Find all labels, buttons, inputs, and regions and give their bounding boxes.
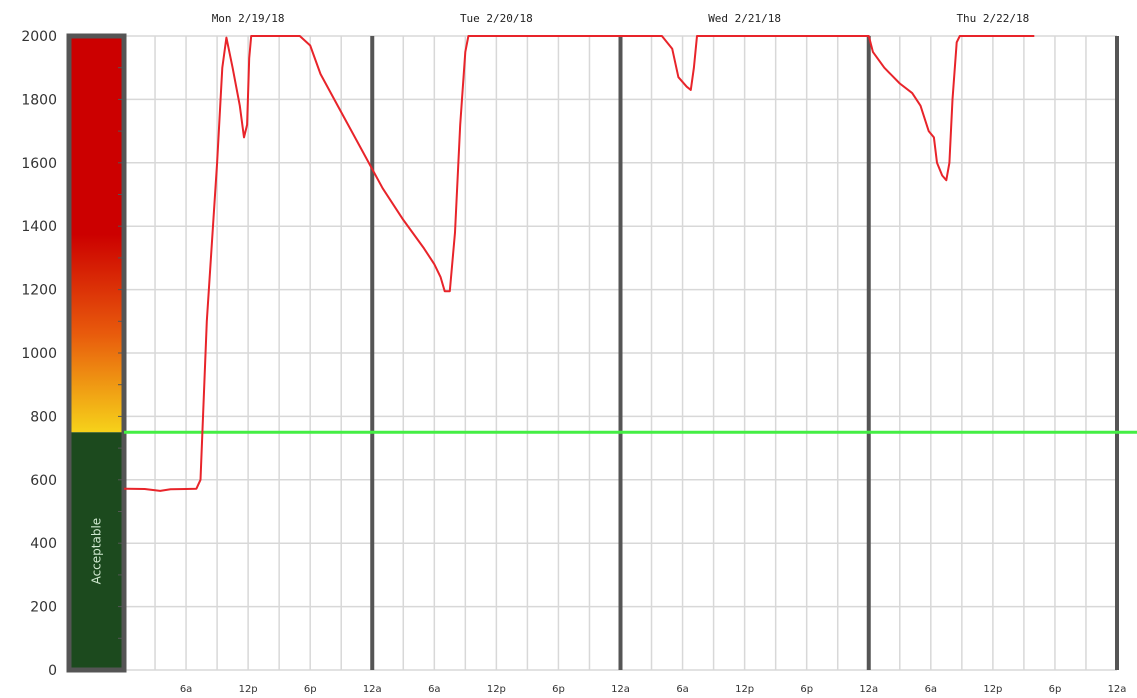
- x-tick-label: 6p: [552, 684, 565, 695]
- y-axis: 0 200 400 600 800 1000 1200 1400 1600 1800 2000: [21, 29, 57, 679]
- x-tick-label: 12a: [363, 684, 382, 695]
- y-tick-label: 1600: [21, 156, 57, 172]
- y-tick-label: 1200: [21, 283, 57, 299]
- x-tick-label: 6p: [1049, 684, 1062, 695]
- x-tick-label: 12p: [487, 684, 506, 695]
- x-tick-label: 12a: [1108, 684, 1127, 695]
- day-label: Mon 2/19/18: [212, 12, 285, 25]
- x-tick-label: 6a: [428, 684, 441, 695]
- x-axis: 6a 12p 6p 12a 6a 12p 6p 12a 6a 12p 6p 12a 6a 12p 6p 12a: [180, 684, 1127, 695]
- y-tick-label: 1800: [21, 92, 57, 108]
- band-warning-zone: [69, 36, 124, 433]
- day-label: Tue 2/20/18: [460, 12, 533, 25]
- series-line: [123, 35, 1035, 492]
- band-acceptable-zone: [69, 432, 124, 670]
- x-tick-label: 12p: [983, 684, 1002, 695]
- day-label: Wed 2/21/18: [708, 12, 781, 25]
- y-tick-label: 0: [48, 663, 57, 679]
- x-tick-label: 6a: [925, 684, 938, 695]
- x-tick-label: 12p: [735, 684, 754, 695]
- y-tick-label: 1000: [21, 346, 57, 362]
- y-tick-label: 1400: [21, 219, 57, 235]
- air-quality-band: Acceptable: [66, 33, 127, 673]
- x-tick-label: 12a: [859, 684, 878, 695]
- y-tick-label: 2000: [21, 29, 57, 45]
- y-tick-label: 400: [30, 536, 57, 552]
- band-acceptable-label: Acceptable: [90, 518, 104, 585]
- y-tick-label: 800: [30, 409, 57, 425]
- y-tick-label: 200: [30, 600, 57, 616]
- day-dividers: [370, 36, 1119, 670]
- grid-lines: [124, 35, 1117, 671]
- series-group: [123, 35, 1035, 492]
- y-tick-label: 600: [30, 473, 57, 489]
- day-label: Thu 2/22/18: [956, 12, 1029, 25]
- x-tick-label: 6p: [800, 684, 813, 695]
- x-tick-label: 6p: [304, 684, 317, 695]
- x-tick-label: 6a: [180, 684, 193, 695]
- x-tick-label: 6a: [676, 684, 689, 695]
- day-labels: Mon 2/19/18 Tue 2/20/18 Wed 2/21/18 Thu 2/2…: [212, 12, 1030, 25]
- x-tick-label: 12p: [239, 684, 258, 695]
- x-tick-label: 12a: [611, 684, 630, 695]
